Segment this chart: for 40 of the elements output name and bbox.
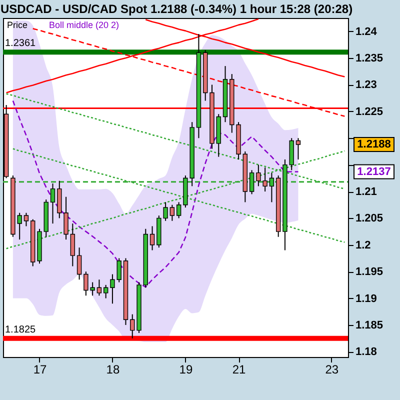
candlestick — [269, 172, 274, 203]
candlestick — [130, 314, 135, 339]
candlestick — [150, 226, 155, 251]
text: 1.2137 — [357, 166, 391, 178]
y-tick-label: 1.18 — [356, 346, 377, 358]
candlestick — [76, 247, 82, 280]
y-tick-label: 1.23 — [356, 79, 377, 92]
x-tick-label: 21 — [232, 362, 246, 376]
candlestick — [116, 258, 122, 283]
y-tick-label: 1.185 — [356, 319, 384, 332]
line-series — [12, 100, 299, 288]
text: Price — [7, 20, 28, 30]
candlestick — [170, 204, 175, 222]
candlestick — [176, 202, 182, 219]
y-tick-label: 1.21 — [356, 186, 377, 198]
candlestick — [110, 274, 115, 304]
candlestick — [96, 279, 102, 296]
ref-line-label: 1.1825 — [5, 324, 36, 336]
candlestick — [103, 284, 108, 299]
x-tick-label: 23 — [325, 362, 339, 376]
chart-title: USDCAD - USD/CAD Spot 1.2188 (-0.34%) 1 hour 15:28 (20:28) — [0, 2, 353, 16]
y-tick-label: 1.24 — [356, 26, 378, 38]
ref-line-label: 1.2361 — [5, 38, 36, 50]
x-tick-label: 18 — [106, 362, 120, 376]
candlestick — [50, 182, 56, 224]
candlestick — [70, 223, 76, 267]
y-tick-label: 1.2 — [356, 239, 371, 252]
candlestick — [296, 138, 301, 160]
x-tick-label: 17 — [33, 362, 47, 376]
x-tick-label: 19 — [179, 362, 193, 376]
text: Boll middle (20 2) — [49, 20, 120, 30]
candlestick — [249, 170, 254, 195]
y-tick-label: 1.205 — [356, 212, 384, 225]
text: 1.2188 — [357, 138, 391, 151]
y-tick-label: 1.19 — [356, 292, 377, 305]
y-tick-label: 1.195 — [356, 266, 384, 278]
y-tick-label: 1.225 — [356, 106, 384, 118]
candlestick — [64, 196, 68, 240]
candlestick — [24, 212, 29, 227]
y-tick-label: 1.235 — [356, 52, 384, 65]
